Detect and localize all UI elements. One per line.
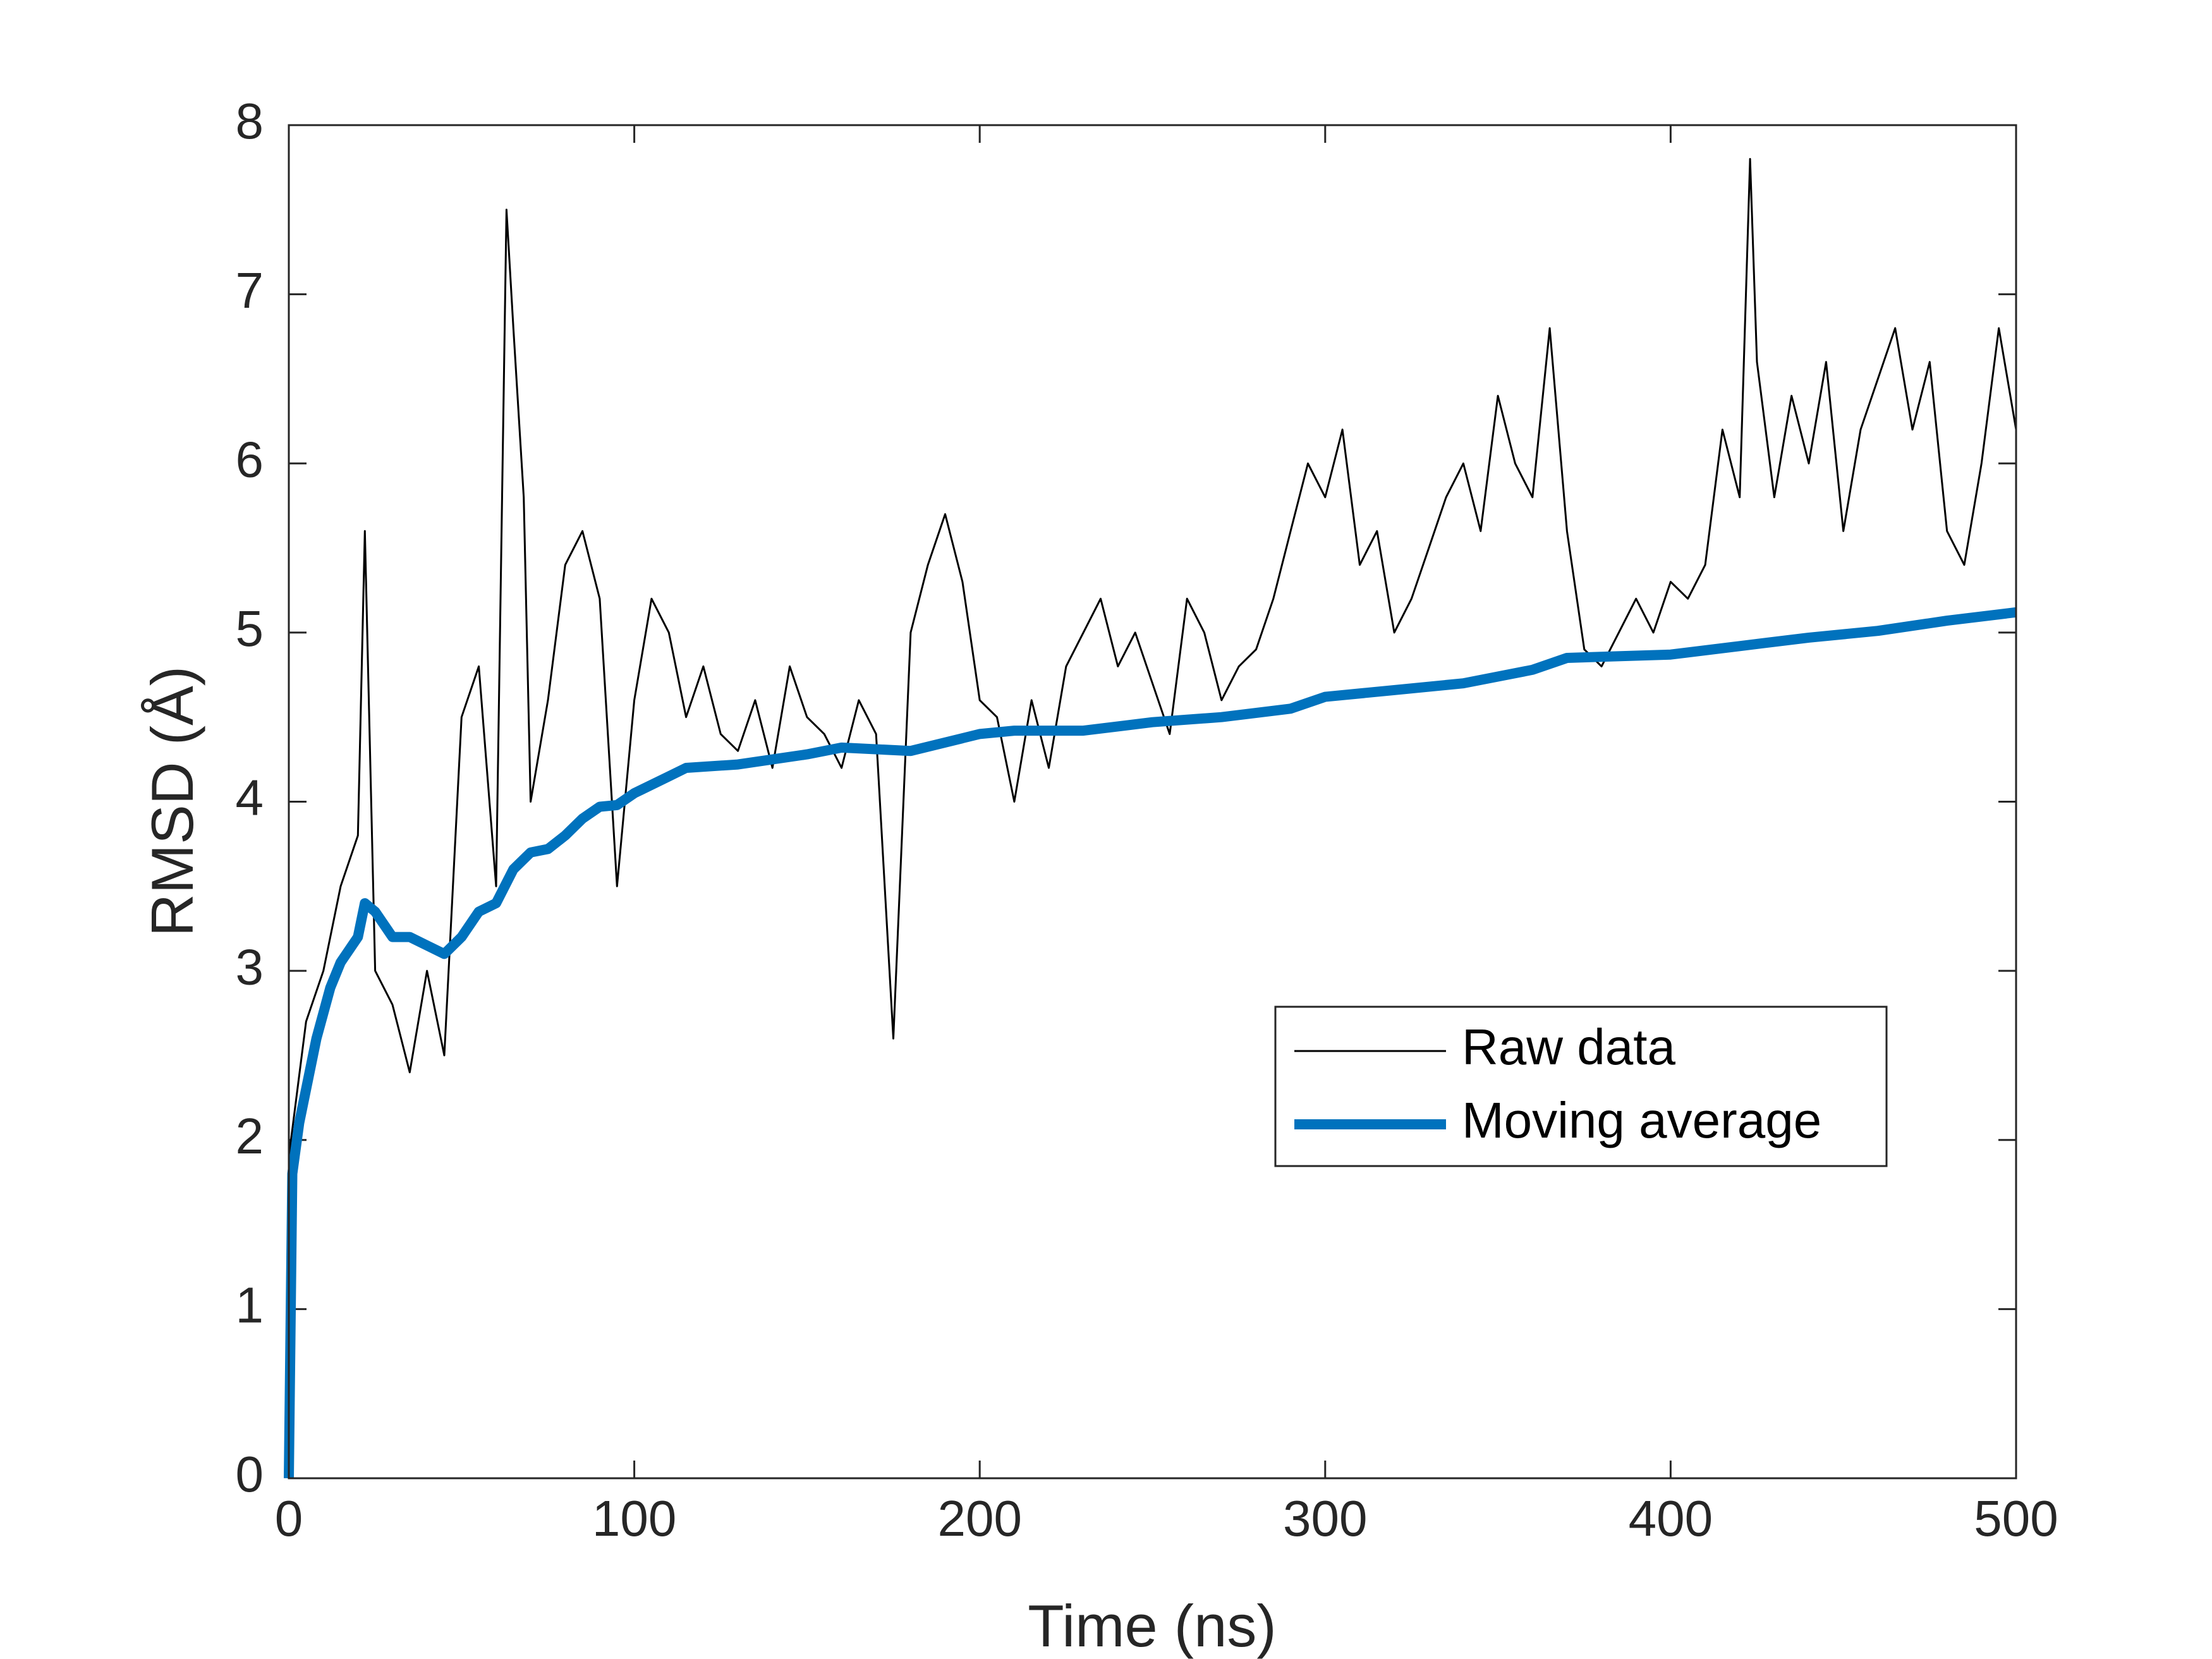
data-line bbox=[284, 607, 2017, 1479]
plot-frame bbox=[288, 124, 2017, 1480]
y-tick-label: 0 bbox=[236, 1446, 264, 1502]
x-tick-label: 100 bbox=[592, 1490, 676, 1547]
x-tick-label: 0 bbox=[275, 1490, 303, 1547]
y-tick-label: 8 bbox=[236, 93, 264, 149]
legend-box bbox=[1274, 1006, 1888, 1167]
y-tick-label: 3 bbox=[236, 939, 264, 995]
y-tick-label: 1 bbox=[236, 1277, 264, 1334]
legend-label: Raw data bbox=[1462, 1019, 1675, 1075]
x-tick-label: 500 bbox=[1974, 1490, 2058, 1547]
y-tick-label: 6 bbox=[236, 431, 264, 487]
y-tick-label: 5 bbox=[236, 600, 264, 657]
x-tick-label: 300 bbox=[1283, 1490, 1367, 1547]
y-tick-label: 4 bbox=[236, 770, 264, 826]
y-tick-label: 7 bbox=[236, 262, 264, 319]
legend-label: Moving average bbox=[1462, 1092, 1821, 1148]
legend: Raw data Moving average bbox=[1274, 1006, 1888, 1167]
y-tick-label: 2 bbox=[236, 1108, 264, 1164]
data-line bbox=[288, 158, 2017, 1157]
x-tick-label: 200 bbox=[937, 1490, 1021, 1547]
x-tick-label: 400 bbox=[1629, 1490, 1713, 1547]
x-axis-label: Time (ns) bbox=[1028, 1593, 1276, 1659]
y-axis-label: RMSD (Å) bbox=[139, 666, 205, 937]
